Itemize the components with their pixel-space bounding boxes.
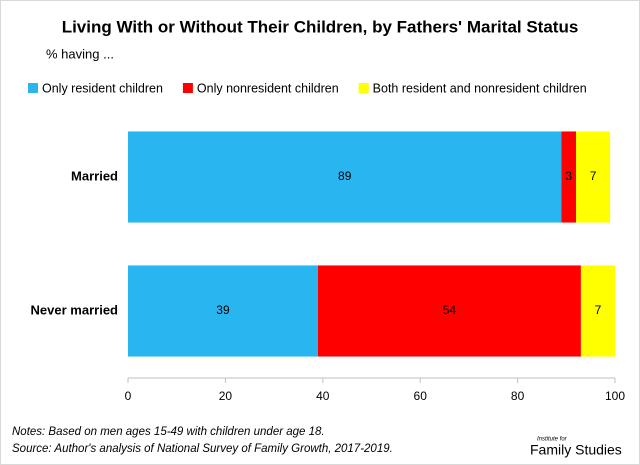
x-tick-label: 40	[316, 389, 330, 403]
bar	[128, 265, 318, 357]
data-label: 3	[565, 169, 572, 183]
note: Notes: Based on men ages 15-49 with chil…	[12, 426, 325, 438]
x-tick-label: 100	[605, 389, 625, 403]
x-tick-label: 0	[125, 389, 132, 403]
legend-swatch	[182, 83, 193, 93]
chart-subtitle: % having ...	[46, 46, 114, 61]
legend-label: Only nonresident children	[197, 81, 339, 95]
data-label: 39	[216, 303, 230, 317]
logo-top: Institute for	[537, 437, 568, 443]
x-tick-label: 80	[511, 389, 525, 403]
note: Source: Author's analysis of National Su…	[12, 443, 393, 455]
legend-label: Both resident and nonresident children	[373, 81, 587, 95]
data-label: 54	[443, 303, 457, 317]
logo-main: Family Studies	[530, 442, 622, 458]
legend-swatch	[358, 83, 369, 93]
legend-swatch	[28, 83, 38, 93]
data-label: 7	[595, 303, 602, 317]
data-label: 7	[590, 169, 597, 183]
x-tick-label: 60	[414, 389, 428, 403]
y-tick-label: Never married	[31, 302, 118, 317]
x-tick-label: 20	[219, 389, 233, 403]
bar	[128, 131, 562, 223]
bar	[317, 265, 581, 357]
bar	[576, 131, 611, 223]
chart-title: Living With or Without Their Children, b…	[62, 17, 579, 36]
bar	[580, 265, 615, 357]
y-tick-label: Married	[71, 168, 118, 183]
bar	[561, 131, 577, 223]
data-label: 89	[338, 169, 352, 183]
legend-label: Only resident children	[42, 81, 163, 95]
